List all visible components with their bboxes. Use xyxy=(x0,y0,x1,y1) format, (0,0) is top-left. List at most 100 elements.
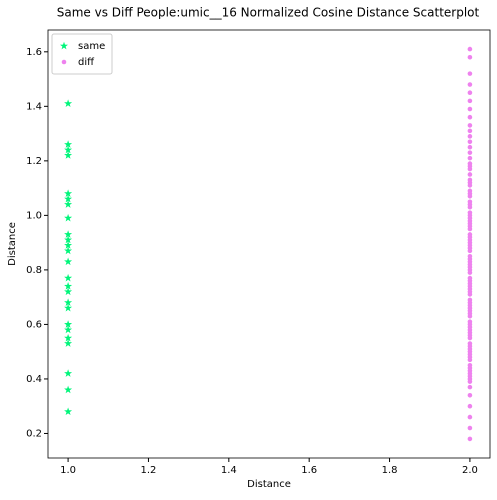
point xyxy=(467,371,473,376)
x-tick-label: 1.6 xyxy=(301,465,317,476)
y-axis-label: Distance xyxy=(7,222,18,266)
point xyxy=(64,235,73,244)
point xyxy=(467,240,473,245)
point xyxy=(64,194,73,203)
point xyxy=(467,191,473,196)
point xyxy=(467,46,473,52)
point xyxy=(64,200,73,208)
point xyxy=(467,164,473,169)
point xyxy=(467,218,473,224)
point xyxy=(467,256,473,262)
point xyxy=(467,267,473,273)
legend-label: same xyxy=(78,41,105,52)
point xyxy=(467,180,473,185)
point xyxy=(64,407,73,416)
x-tick-label: 1.2 xyxy=(141,465,157,476)
point xyxy=(64,230,73,238)
point xyxy=(467,365,473,371)
legend-marker xyxy=(60,41,68,50)
plot-frame xyxy=(47,29,491,459)
point xyxy=(64,287,73,296)
point xyxy=(467,327,473,333)
point xyxy=(467,123,473,128)
point xyxy=(467,90,473,96)
point xyxy=(467,305,473,311)
point xyxy=(467,155,473,161)
point xyxy=(467,202,473,207)
point xyxy=(64,246,73,255)
point xyxy=(467,376,473,382)
point xyxy=(467,234,473,240)
point xyxy=(64,99,73,107)
legend-box xyxy=(51,33,113,75)
point xyxy=(467,322,473,327)
chart-title: Same vs Diff People:umic__16 Normalized … xyxy=(57,6,480,20)
point xyxy=(64,369,73,377)
y-tick-label: 0.6 xyxy=(26,319,42,330)
y-tick-label: 0.2 xyxy=(26,428,42,439)
y-tick-label: 0.4 xyxy=(26,374,42,385)
point xyxy=(467,403,473,409)
point xyxy=(467,392,473,398)
point xyxy=(64,282,73,290)
point xyxy=(467,106,473,112)
point xyxy=(64,303,73,312)
x-tick-label: 2.0 xyxy=(462,465,478,476)
point xyxy=(467,213,473,218)
point xyxy=(64,320,73,328)
point xyxy=(64,333,73,342)
point xyxy=(64,213,73,222)
point xyxy=(467,82,473,87)
y-tick-label: 0.8 xyxy=(26,265,42,276)
point xyxy=(64,257,73,266)
point xyxy=(467,289,473,295)
point xyxy=(64,273,73,282)
point xyxy=(64,151,73,159)
point xyxy=(467,98,473,104)
point xyxy=(467,333,473,338)
point xyxy=(467,262,473,267)
point xyxy=(467,223,473,229)
y-tick-label: 1.2 xyxy=(26,156,42,167)
y-tick-label: 1.0 xyxy=(26,210,42,221)
point xyxy=(467,144,473,150)
point xyxy=(467,343,473,349)
point xyxy=(64,298,73,307)
x-tick-label: 1.0 xyxy=(60,465,76,476)
point xyxy=(467,245,473,251)
point xyxy=(64,339,73,347)
point xyxy=(467,114,473,120)
y-tick-label: 1.6 xyxy=(26,47,42,58)
x-axis-label: Distance xyxy=(247,479,291,490)
point xyxy=(467,54,473,60)
x-tick-label: 1.8 xyxy=(382,465,398,476)
point xyxy=(467,436,473,442)
y-tick-label: 1.4 xyxy=(26,101,42,112)
point xyxy=(64,385,73,394)
legend-marker xyxy=(61,59,67,65)
point xyxy=(467,278,473,284)
point xyxy=(467,354,473,360)
point xyxy=(64,189,73,197)
point xyxy=(467,150,473,155)
point xyxy=(467,71,473,76)
point xyxy=(467,414,473,420)
point xyxy=(64,241,73,249)
point xyxy=(467,311,473,316)
x-tick-label: 1.4 xyxy=(221,465,237,476)
point xyxy=(64,140,73,148)
point xyxy=(467,384,473,390)
point xyxy=(467,128,473,134)
point xyxy=(467,283,473,289)
point xyxy=(467,134,473,139)
point xyxy=(64,145,73,154)
point xyxy=(467,425,473,431)
point xyxy=(467,172,473,177)
point xyxy=(64,325,73,334)
legend-label: diff xyxy=(78,57,95,68)
point xyxy=(467,300,473,305)
point xyxy=(467,349,473,354)
point xyxy=(467,139,473,145)
